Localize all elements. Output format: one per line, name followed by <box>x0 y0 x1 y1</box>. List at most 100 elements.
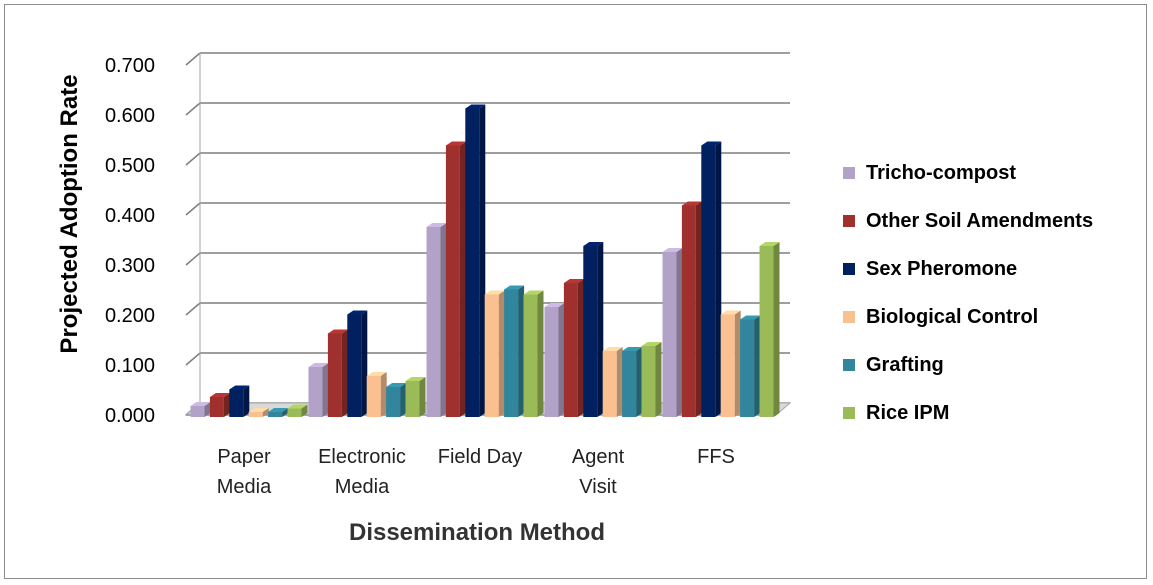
y-axis-label: Projected Adoption Rate <box>56 74 83 353</box>
bar-top <box>681 201 702 206</box>
bar-side <box>479 104 486 417</box>
legend-swatch <box>843 311 855 323</box>
bar <box>662 248 683 417</box>
bar-top <box>523 290 544 295</box>
bar <box>563 279 584 417</box>
bar-front <box>366 376 381 417</box>
bar-front <box>563 283 578 417</box>
bar <box>622 347 643 417</box>
gridline-depth <box>185 252 201 266</box>
x-tick-label: FFS <box>697 446 735 468</box>
bar-top <box>327 329 348 334</box>
bar-front <box>445 145 460 417</box>
bars <box>190 104 780 417</box>
y-tick-label: 0.700 <box>105 55 155 77</box>
bar-top <box>662 248 683 252</box>
bar-top <box>445 141 466 146</box>
bar-top <box>701 141 722 146</box>
bar-side <box>558 303 565 417</box>
bar-side <box>597 242 604 417</box>
legend-label: Sex Pheromone <box>866 258 1017 280</box>
y-tick-label: 0.200 <box>105 305 155 327</box>
bar-top <box>366 372 387 376</box>
bar-top <box>583 242 604 246</box>
bar-top <box>544 303 565 307</box>
bar-top <box>641 342 662 346</box>
bar-top <box>720 310 741 315</box>
y-tick-label: 0.600 <box>105 105 155 127</box>
bar-front <box>544 307 559 417</box>
bar-top <box>347 310 368 315</box>
legend-label: Biological Control <box>866 306 1038 328</box>
bar-chart: 0.000 0.100 0.200 0.300 0.400 0.500 0.600 0.700… <box>56 52 1093 546</box>
bar-side <box>537 290 544 417</box>
legend-swatch <box>843 215 855 227</box>
bar-top <box>602 347 623 351</box>
x-axis-categories: Paper Media Electronic Media Field Day Agent V… <box>217 446 735 498</box>
legend-item: Biological Control <box>843 306 1038 328</box>
bar <box>366 372 387 417</box>
bar-side <box>361 310 368 417</box>
bar-side <box>459 141 466 417</box>
x-axis-label: Dissemination Method <box>349 519 605 546</box>
bar-front <box>426 227 441 417</box>
y-axis-ticks: 0.000 0.100 0.200 0.300 0.400 0.500 0.600 0.700 <box>105 55 155 427</box>
bar <box>465 104 486 417</box>
bar <box>602 347 623 417</box>
bar-front <box>268 412 283 417</box>
chart-frame: 0.000 0.100 0.200 0.300 0.400 0.500 0.600 0.700… <box>4 4 1147 579</box>
gridline-depth <box>185 352 201 366</box>
y-tick-label: 0.000 <box>105 405 155 427</box>
bar-side <box>419 377 426 417</box>
bar-front <box>405 381 420 417</box>
bar-top <box>504 285 525 290</box>
legend-item: Tricho-compost <box>843 162 1016 184</box>
x-tick-label: Visit <box>579 476 617 498</box>
bar-top <box>405 377 426 381</box>
bar-top <box>308 363 329 367</box>
bar <box>190 402 211 417</box>
bar-side <box>223 393 230 417</box>
bar-side <box>301 404 308 417</box>
legend-swatch <box>843 407 855 419</box>
bar-top <box>229 385 250 390</box>
bar-front <box>759 246 774 417</box>
bar-front <box>504 289 519 417</box>
bar <box>287 404 308 417</box>
bar-side <box>243 385 250 417</box>
bar <box>720 310 741 417</box>
bar-front <box>347 314 362 417</box>
bar-front <box>662 252 677 417</box>
bar <box>504 285 525 417</box>
bar <box>759 242 780 417</box>
bar-side <box>322 363 329 417</box>
bar-side <box>400 383 407 417</box>
bar-side <box>518 285 525 417</box>
bar <box>327 329 348 417</box>
legend-label: Other Soil Amendments <box>866 210 1093 232</box>
bar <box>268 408 289 417</box>
bar-top <box>563 279 584 283</box>
bar-front <box>523 294 538 417</box>
bar-front <box>740 319 755 417</box>
legend-item: Grafting <box>843 354 944 376</box>
bar-top <box>740 315 761 320</box>
bar-front <box>287 408 302 417</box>
bar-top <box>426 223 447 227</box>
y-tick-label: 0.100 <box>105 355 155 377</box>
bar-side <box>262 408 269 417</box>
bar <box>445 141 466 417</box>
bar-front <box>641 346 656 417</box>
bar-side <box>380 372 387 417</box>
bar-front <box>465 108 480 417</box>
legend-item: Rice IPM <box>843 402 949 424</box>
bar <box>740 315 761 417</box>
bar-top <box>268 408 289 412</box>
bar <box>544 303 565 417</box>
bar-front <box>720 314 735 417</box>
bar-top <box>484 290 505 295</box>
gridline-depth <box>185 52 201 66</box>
bar-top <box>759 242 780 246</box>
legend-label: Tricho-compost <box>866 162 1016 184</box>
bar-side <box>204 402 211 417</box>
